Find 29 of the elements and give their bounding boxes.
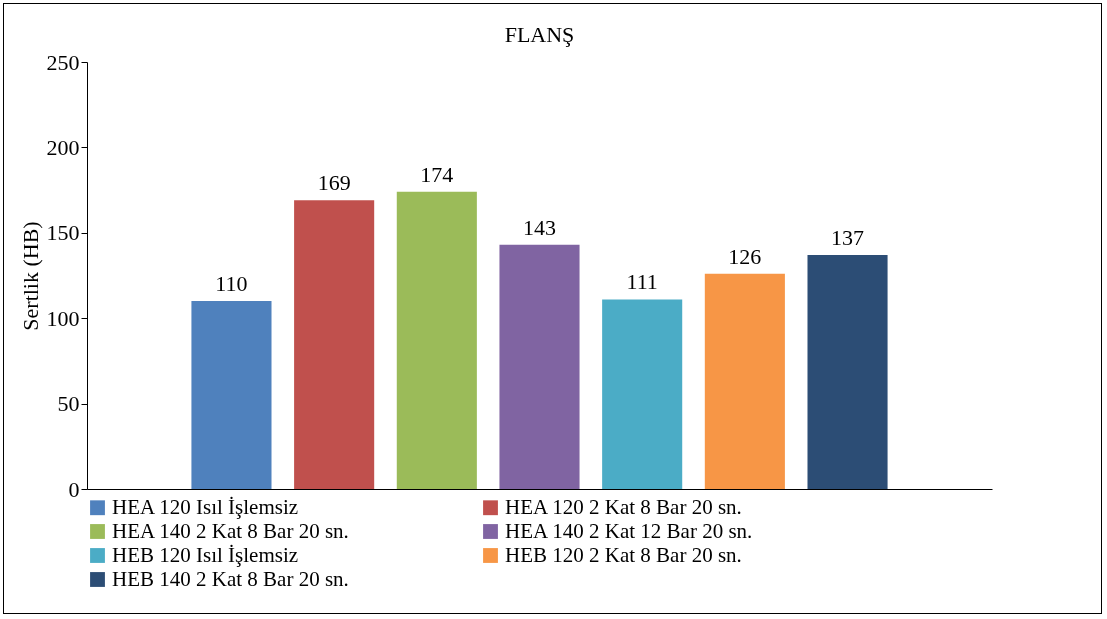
y-axis-title: Sertlik (HB) — [17, 221, 43, 331]
y-tick-label: 0 — [68, 476, 80, 502]
legend-label: HEA 140 2 Kat 8 Bar 20 sn. — [112, 518, 349, 543]
legend-label: HEB 120 Isıl İşlemsiz — [112, 542, 299, 567]
bar — [704, 273, 785, 489]
bar — [807, 255, 888, 489]
data-label: 126 — [728, 243, 762, 269]
y-tick-label: 200 — [46, 134, 80, 160]
y-tick-label: 100 — [46, 305, 80, 331]
data-label: 143 — [523, 214, 556, 240]
bar — [191, 301, 272, 489]
chart-title: FLANŞ — [504, 22, 575, 47]
bar — [602, 299, 683, 489]
legend-label: HEB 120 2 Kat 8 Bar 20 sn. — [505, 542, 742, 567]
bar — [499, 244, 580, 489]
legend-label: HEA 120 Isıl İşlemsiz — [112, 494, 299, 519]
data-label: 169 — [317, 170, 351, 196]
legend-label: HEA 120 2 Kat 8 Bar 20 sn. — [505, 494, 742, 519]
bar — [396, 191, 477, 489]
legend-label: HEB 140 2 Kat 8 Bar 20 sn. — [112, 566, 349, 591]
data-label: 111 — [626, 269, 658, 295]
data-label: 110 — [215, 271, 248, 297]
y-tick-label: 150 — [46, 220, 80, 246]
y-tick-label: 50 — [57, 391, 80, 417]
data-label: 137 — [831, 225, 865, 250]
data-label: 174 — [420, 161, 454, 187]
y-tick-label: 250 — [46, 49, 80, 75]
legend-label: HEA 140 2 Kat 12 Bar 20 sn. — [505, 518, 753, 543]
bar — [294, 200, 375, 489]
